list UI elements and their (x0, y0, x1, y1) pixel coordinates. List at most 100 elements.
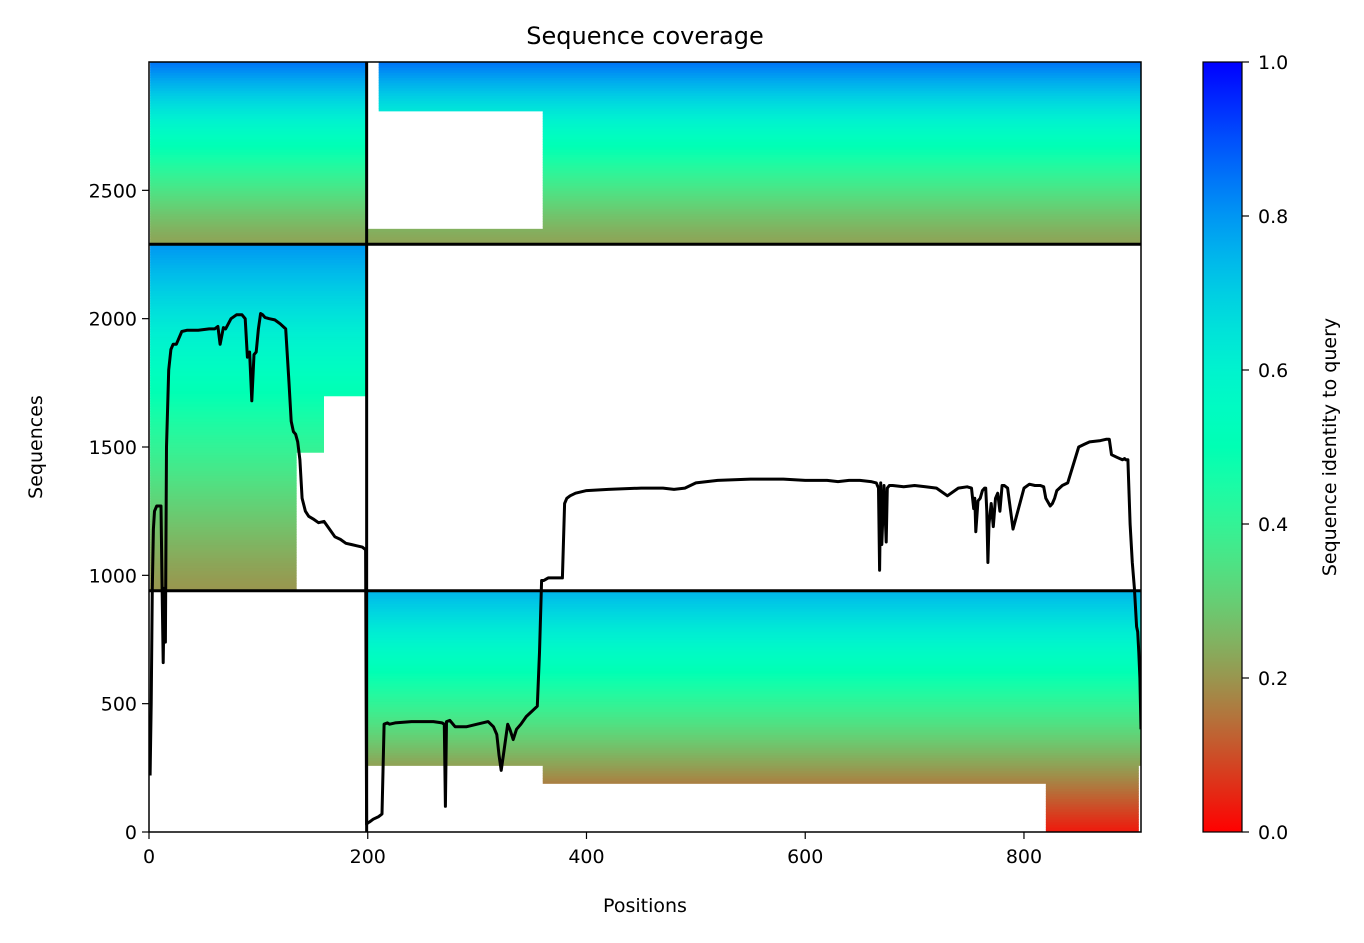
heatmap-band (367, 711, 1141, 715)
heatmap-band (542, 141, 1141, 145)
heatmap-band (367, 629, 1141, 633)
heatmap-band (1045, 816, 1139, 820)
heatmap-band (367, 762, 1141, 766)
heatmap-band (150, 477, 297, 481)
heatmap-band (1045, 826, 1139, 831)
heatmap-band (150, 259, 367, 263)
heatmap-band (367, 654, 1141, 659)
heatmap-band (150, 280, 367, 284)
heatmap-band (150, 411, 324, 415)
heatmap-band (150, 444, 324, 448)
heatmap-band (150, 272, 367, 276)
heatmap-band (378, 100, 1141, 104)
heatmap-band (150, 244, 367, 248)
heatmap-band (150, 452, 297, 456)
heatmap-band (1045, 824, 1139, 828)
heatmap-band (367, 647, 1141, 651)
heatmap-band (542, 162, 1141, 166)
heatmap-band (150, 513, 297, 517)
heatmap-band (367, 690, 1141, 694)
heatmap-band (150, 154, 367, 158)
heatmap-band (367, 662, 1141, 666)
heatmap-band (150, 524, 297, 528)
heatmap-band (367, 652, 1141, 656)
heatmap-band (150, 275, 367, 279)
heatmap-band (150, 472, 297, 476)
heatmap-band (150, 426, 324, 430)
heatmap-band (367, 683, 1141, 687)
heatmap-band (367, 634, 1141, 638)
heatmap-band (150, 108, 367, 112)
heatmap-band (542, 198, 1141, 202)
heatmap-band (150, 95, 367, 99)
heatmap-band (367, 228, 1141, 232)
heatmap-band (367, 631, 1141, 635)
heatmap-band (150, 511, 297, 515)
heatmap-band (150, 480, 297, 484)
heatmap-band (150, 218, 367, 222)
heatmap-band (542, 200, 1141, 204)
heatmap-band (150, 395, 324, 399)
heatmap-band (367, 642, 1141, 646)
heatmap-band (367, 744, 1141, 748)
heatmap-band (150, 290, 367, 294)
heatmap-band (1045, 788, 1139, 792)
heatmap-band (367, 667, 1141, 671)
chart-title: Sequence coverage (526, 22, 763, 50)
heatmap-band (150, 549, 297, 553)
heatmap-band (150, 203, 367, 207)
heatmap-band (367, 698, 1141, 702)
heatmap-band (542, 121, 1141, 125)
heatmap-band (367, 672, 1141, 677)
y-tick-label: 2000 (89, 309, 137, 331)
heatmap-band (542, 195, 1141, 199)
heatmap-band (150, 103, 367, 107)
heatmap-band (542, 151, 1141, 155)
heatmap-band (367, 675, 1141, 679)
heatmap-band (150, 423, 324, 428)
heatmap-band (150, 544, 297, 548)
heatmap-band (150, 205, 367, 209)
heatmap-band (1045, 801, 1139, 805)
heatmap-band (150, 436, 324, 440)
heatmap-band (378, 77, 1141, 81)
heatmap-band (150, 364, 367, 369)
heatmap-band (542, 216, 1141, 220)
coverage-line-layer (149, 312, 1141, 826)
y-tick-label: 1500 (89, 437, 137, 459)
heatmap-band (367, 233, 1141, 238)
heatmap-band (150, 498, 297, 502)
heatmap-band (367, 639, 1141, 643)
heatmap-band (150, 421, 324, 425)
heatmap-band (542, 775, 1139, 779)
heatmap-band (150, 141, 367, 145)
heatmap-band (367, 598, 1141, 602)
heatmap-band (367, 616, 1141, 620)
heatmap-band (378, 74, 1141, 78)
heatmap-band (378, 103, 1141, 107)
heatmap-band (378, 62, 1141, 66)
heatmap-band (150, 503, 297, 507)
heatmap-band (150, 354, 367, 358)
heatmap-band (1045, 829, 1139, 832)
heatmap-band (150, 177, 367, 181)
heatmap-band (150, 159, 367, 163)
heatmap-band (542, 126, 1141, 130)
heatmap-band (367, 701, 1141, 705)
heatmap-band (150, 526, 297, 530)
heatmap-band (150, 303, 367, 307)
heatmap-band (542, 180, 1141, 184)
heatmap-band (367, 703, 1141, 707)
heatmap-band (150, 567, 297, 571)
heatmap-band (542, 110, 1141, 114)
y-tick-label: 1000 (89, 565, 137, 587)
heatmap-band (542, 221, 1141, 225)
heatmap-band (150, 313, 367, 317)
colorbar-label: Sequence identity to query (1319, 318, 1341, 576)
heatmap-band (1045, 814, 1139, 818)
heatmap-band (150, 62, 367, 66)
heatmap-band (150, 380, 367, 384)
heatmap-band (150, 485, 297, 489)
heatmap-band (150, 459, 297, 463)
heatmap-band (150, 390, 367, 394)
